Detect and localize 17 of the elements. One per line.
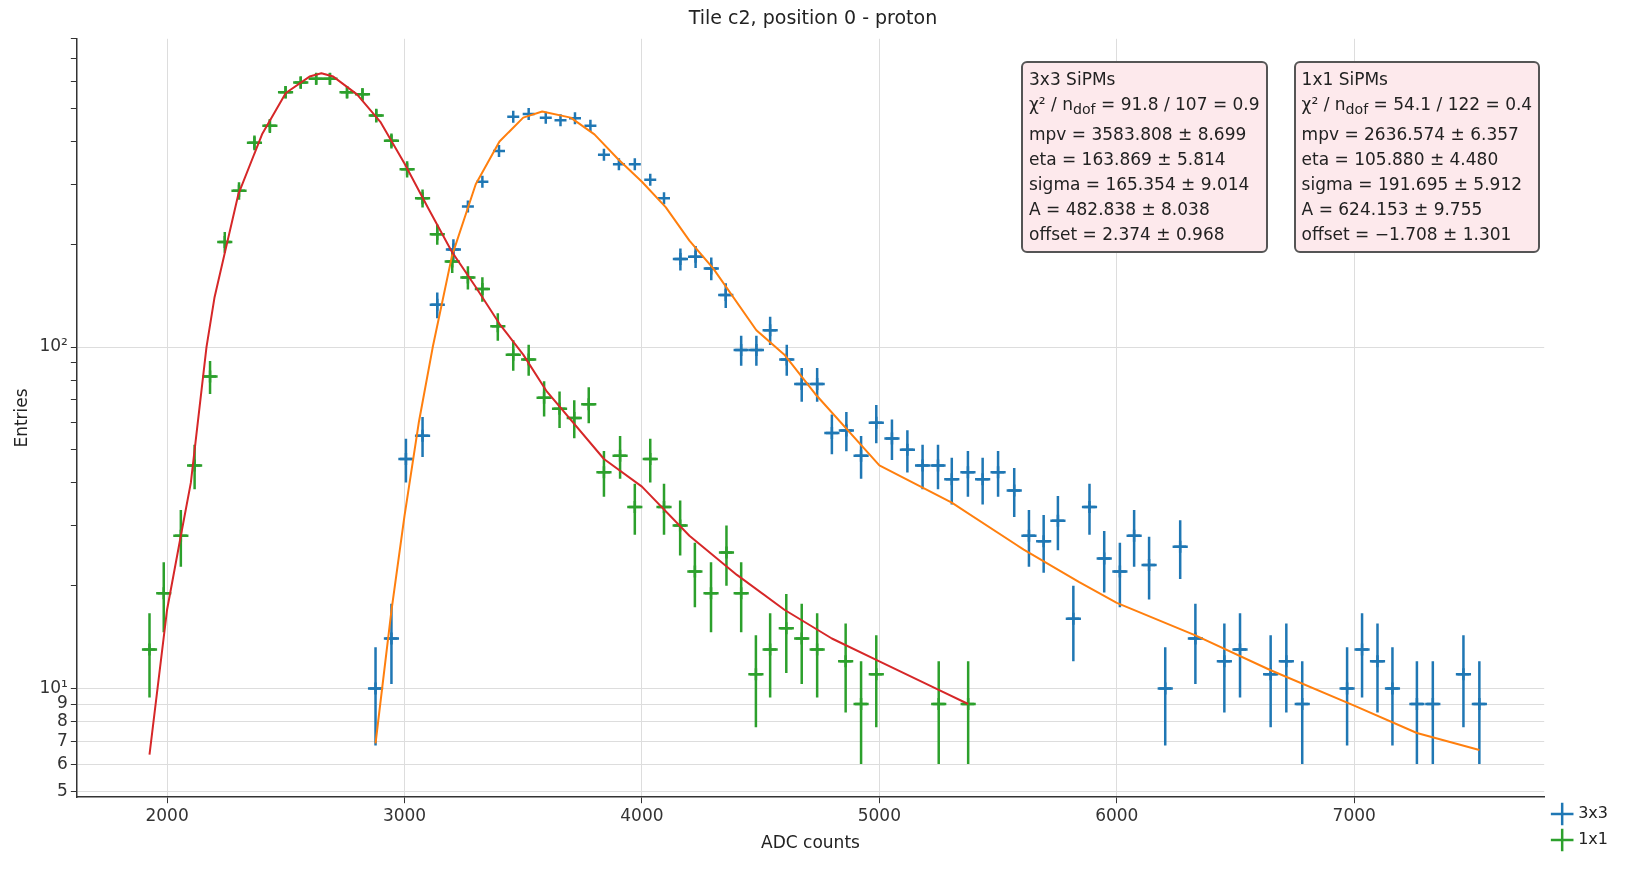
y-tick-label: 5 — [57, 779, 68, 800]
x-tick-label: 4000 — [620, 804, 664, 825]
x-axis-title: ADC counts — [761, 832, 861, 853]
y-tick-label: 7 — [57, 729, 68, 750]
y-axis-title: Entries — [10, 388, 31, 448]
chart-title: Tile c2, position 0 - proton — [687, 6, 938, 29]
legend-label: 3x3 — [1578, 803, 1608, 823]
x-tick-label: 6000 — [1095, 804, 1139, 825]
text: 3x3 SiPMs χ² / n$_{dof}$ = 91.8 / 107 = 0.9 mpv = 3583.808 ± 8.699 eta = 163.869 ± 5.814 sigma = 165.354 ± 9.014 A = 482.838 ± 8.038 offset = 2.374 ± 0.968 — [1029, 68, 1260, 245]
x-tick-label: 2000 — [145, 804, 189, 825]
y-tick-label: 6 — [57, 752, 68, 773]
x-tick-label: 5000 — [857, 804, 901, 825]
x-tick-label: 7000 — [1332, 804, 1376, 825]
legend-label: 1x1 — [1578, 829, 1608, 849]
text: 1x1 SiPMs χ² / n$_{dof}$ = 54.1 / 122 = 0.4 mpv = 2636.574 ± 6.357 eta = 105.880 ± 4.480 sigma = 191.695 ± 5.912 A = 624.153 ± 9.755 offset = −1.708 ± 1.301 — [1301, 68, 1533, 245]
x-tick-label: 3000 — [382, 804, 427, 825]
y-tick-label: 10² — [39, 335, 68, 356]
